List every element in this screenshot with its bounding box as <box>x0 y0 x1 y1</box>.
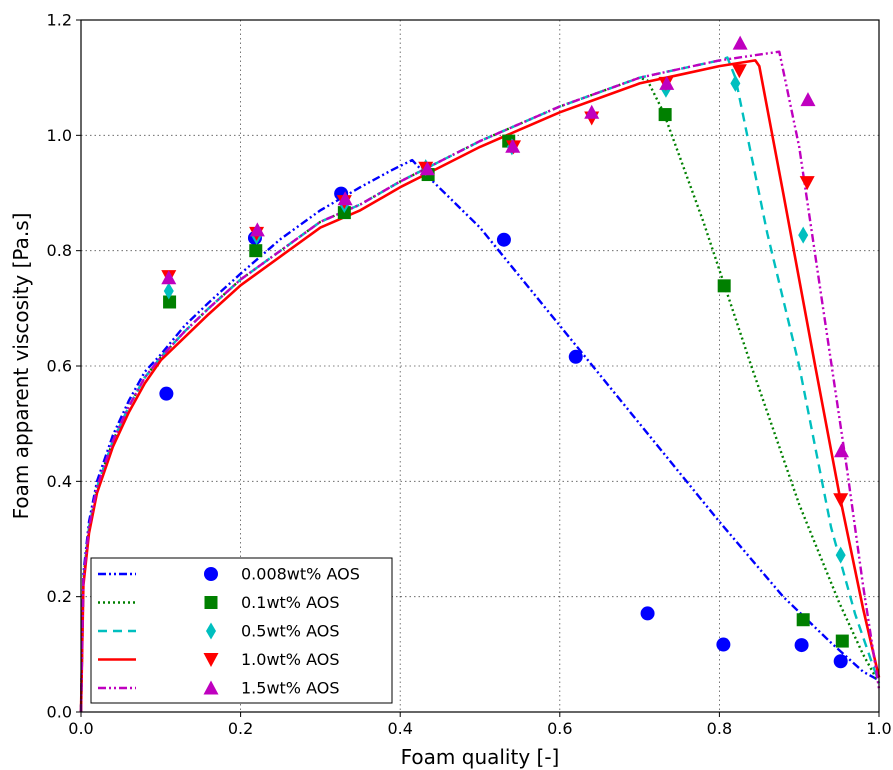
data-point-series-4 <box>249 222 265 237</box>
data-points <box>159 35 849 669</box>
y-tick-label: 1.2 <box>47 11 72 30</box>
legend-marker-swatch <box>204 596 218 609</box>
x-axis-label: Foam quality [-] <box>401 745 560 769</box>
y-axis-label: Foam apparent viscosity [Pa.s] <box>9 213 33 520</box>
data-point-series-0 <box>159 386 174 401</box>
data-point-series-2 <box>163 282 174 300</box>
y-tick-label: 1.0 <box>47 126 72 145</box>
y-tick-label: 0.2 <box>47 587 72 606</box>
legend-label: 0.008wt% AOS <box>241 565 360 584</box>
legend-label: 1.5wt% AOS <box>241 679 340 698</box>
data-point-series-3 <box>833 493 849 508</box>
legend-box <box>90 557 393 704</box>
data-point-series-1 <box>658 108 672 122</box>
data-point-series-0 <box>568 349 583 364</box>
data-point-series-4 <box>732 35 748 50</box>
y-tick-label: 0.4 <box>47 472 72 491</box>
legend-marker-swatch <box>204 567 218 581</box>
data-point-series-4 <box>419 161 435 176</box>
data-point-series-4 <box>659 75 675 90</box>
data-point-series-4 <box>584 104 600 119</box>
x-tick-label: 0.2 <box>228 719 253 738</box>
data-point-series-3 <box>799 176 815 191</box>
data-point-series-2 <box>835 546 846 564</box>
data-point-series-3 <box>731 64 747 79</box>
legend-label: 0.5wt% AOS <box>241 622 340 641</box>
legend-label: 1.0wt% AOS <box>241 650 340 669</box>
data-point-series-0 <box>716 637 731 652</box>
fit-line-series-0 <box>79 158 880 713</box>
data-point-series-0 <box>496 232 511 247</box>
data-point-series-4 <box>505 138 521 153</box>
fit-lines <box>79 50 881 713</box>
x-tick-label: 0.4 <box>387 719 412 738</box>
data-point-series-4 <box>833 443 849 458</box>
data-point-series-1 <box>163 295 177 309</box>
legend: 0.008wt% AOS 0.1wt% AOS 0.5wt% AOS 1.0wt% A… <box>90 557 393 704</box>
data-point-series-1 <box>717 279 731 293</box>
x-tick-label: 1.0 <box>866 719 891 738</box>
x-tick-label: 0.6 <box>547 719 572 738</box>
legend-label: 0.1wt% AOS <box>241 593 340 612</box>
data-point-series-1 <box>249 244 263 258</box>
legend-marker-swatch <box>203 653 219 667</box>
data-point-series-2 <box>730 74 741 92</box>
data-point-series-1 <box>835 634 849 648</box>
x-tick-label: 0.8 <box>707 719 732 738</box>
x-tick-label: 0.0 <box>68 719 93 738</box>
data-point-series-0 <box>794 638 809 653</box>
data-point-series-4 <box>161 270 177 285</box>
legend-marker-swatch <box>203 680 219 695</box>
axis-ticks: 0.0 0.2 0.4 0.6 0.8 1.0 0.0 0.2 0.4 0.6 0.8 1.0 1.2 <box>47 11 892 739</box>
y-tick-label: 0.6 <box>47 357 72 376</box>
y-tick-label: 0.8 <box>47 241 72 260</box>
fit-line-series-3 <box>79 59 881 713</box>
data-point-series-0 <box>833 654 848 669</box>
data-point-series-0 <box>640 606 655 621</box>
data-point-series-4 <box>800 92 816 107</box>
legend-marker-swatch <box>206 622 216 640</box>
fit-line-series-4 <box>79 50 881 713</box>
y-tick-label: 0.0 <box>47 703 72 722</box>
data-point-series-4 <box>337 191 353 206</box>
data-point-series-2 <box>798 226 809 244</box>
data-point-series-1 <box>796 613 810 627</box>
